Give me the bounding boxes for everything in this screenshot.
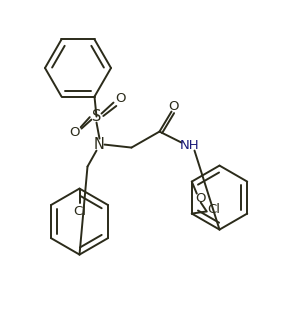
Text: O: O: [115, 92, 126, 105]
Text: O: O: [196, 192, 206, 205]
Text: O: O: [69, 126, 80, 139]
Text: NH: NH: [180, 139, 199, 152]
Text: Cl: Cl: [73, 205, 86, 218]
Text: N: N: [94, 137, 105, 152]
Text: Cl: Cl: [207, 203, 220, 216]
Text: O: O: [168, 100, 179, 113]
Text: S: S: [92, 109, 101, 124]
